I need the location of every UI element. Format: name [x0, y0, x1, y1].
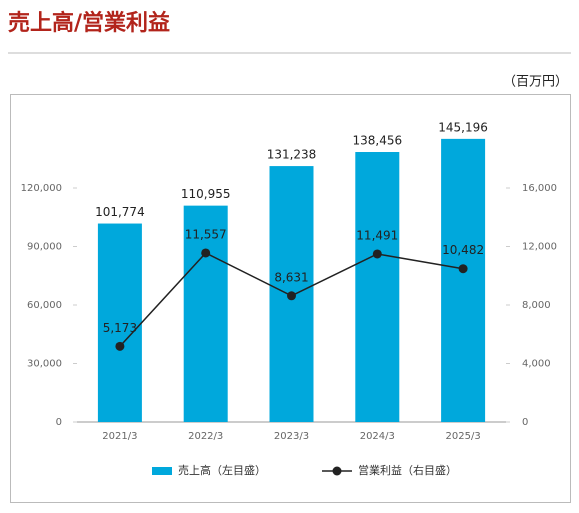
y-tick-label: 90,000	[27, 242, 62, 253]
bar	[97, 223, 142, 422]
line-value-label: 11,491	[356, 228, 398, 242]
bar-value-label: 110,955	[181, 187, 231, 201]
bar-value-label: 138,456	[352, 134, 402, 148]
y-tick-label: 60,000	[27, 300, 62, 311]
legend-swatch-point	[332, 466, 342, 476]
line-value-label: 11,557	[185, 227, 227, 241]
line-point	[201, 248, 211, 258]
bar-value-label: 131,238	[267, 148, 317, 162]
y2-tick-label: 0	[522, 417, 528, 428]
bar	[441, 138, 486, 422]
line-point	[372, 249, 382, 259]
line-point	[115, 341, 125, 351]
legend-swatch	[152, 467, 172, 475]
legend-label: 営業利益（右目盛）	[358, 463, 457, 477]
y2-tick-label: 4,000	[522, 359, 551, 370]
chart-frame	[10, 94, 571, 503]
y2-tick-label: 12,000	[522, 242, 557, 253]
y-tick-label: 0	[56, 417, 62, 428]
line-value-label: 8,631	[274, 270, 308, 284]
x-tick-label: 2024/3	[360, 431, 395, 442]
x-tick-label: 2023/3	[274, 431, 309, 442]
unit-label: （百万円）	[503, 75, 568, 90]
line-point	[458, 264, 468, 274]
line-value-label: 10,482	[442, 243, 484, 257]
y-tick-label: 120,000	[21, 183, 62, 194]
bar	[183, 205, 228, 422]
chart-title: 売上高/営業利益	[8, 10, 170, 36]
x-tick-label: 2021/3	[102, 431, 137, 442]
line-point	[287, 291, 296, 301]
x-tick-label: 2022/3	[188, 431, 223, 442]
bar-value-label: 145,196	[438, 120, 488, 134]
line-value-label: 5,173	[103, 321, 137, 335]
bar	[355, 152, 400, 422]
x-tick-label: 2025/3	[446, 431, 481, 442]
y-tick-label: 30,000	[27, 359, 62, 370]
legend-label: 売上高（左目盛）	[178, 463, 266, 477]
y2-tick-label: 16,000	[522, 183, 557, 194]
bar-value-label: 101,774	[95, 205, 145, 219]
y2-tick-label: 8,000	[522, 300, 551, 311]
